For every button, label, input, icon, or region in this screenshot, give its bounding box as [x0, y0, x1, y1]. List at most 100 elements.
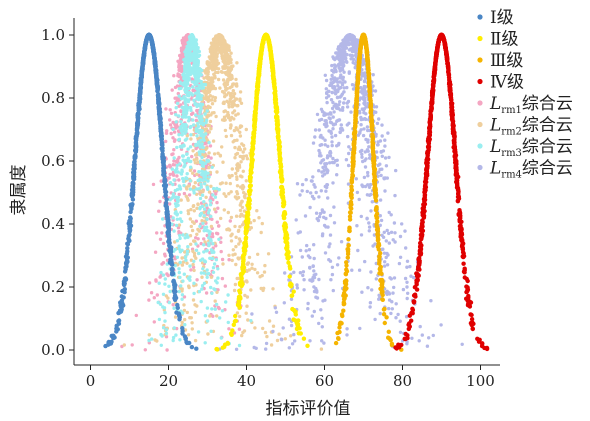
cloud-drop	[230, 105, 235, 109]
cloud-drop	[177, 267, 181, 271]
cloud-drop	[427, 336, 431, 340]
cloud-drop	[369, 270, 373, 274]
cloud-drop	[199, 138, 203, 142]
cloud-drop	[359, 90, 363, 94]
cloud-drop	[190, 327, 194, 331]
cloud-drop	[405, 296, 409, 301]
cloud-drop	[175, 174, 179, 178]
cloud-drop	[365, 216, 369, 220]
cloud-drop	[178, 233, 182, 238]
cloud-drop	[231, 89, 235, 93]
cloud-drop	[200, 102, 205, 107]
cloud-drop	[383, 260, 387, 264]
cloud-drop	[182, 303, 186, 307]
cloud-drop	[167, 300, 172, 305]
cloud-drop	[341, 105, 345, 110]
cloud-drop	[209, 329, 213, 333]
cloud-drop	[391, 238, 395, 242]
cloud-drop	[196, 124, 201, 129]
cloud-drop	[207, 241, 211, 245]
cloud-drop	[196, 70, 200, 75]
cloud-drop	[281, 326, 285, 330]
cloud-drop	[165, 211, 170, 216]
cloud-drop	[173, 255, 177, 259]
cloud-drop	[199, 160, 203, 165]
cloud-drop	[191, 88, 195, 93]
cloud-drop	[338, 100, 342, 104]
cloud-drop	[177, 178, 181, 182]
cloud-drop	[168, 123, 173, 127]
cloud-drop	[210, 51, 214, 56]
cloud-drop	[130, 343, 134, 347]
cloud-drop	[379, 218, 384, 223]
cloud-drop	[175, 212, 179, 216]
cloud-drop	[214, 210, 218, 214]
cloud-drop	[216, 276, 220, 280]
cloud-drop	[183, 138, 188, 142]
cloud-drop	[177, 247, 181, 251]
cloud-drop	[149, 291, 154, 295]
cloud-drop	[213, 195, 218, 199]
cloud-drop	[323, 73, 327, 78]
cloud-drop	[302, 288, 306, 292]
cloud-drop	[194, 86, 198, 91]
cloud-drop	[189, 242, 193, 246]
cloud-drop	[187, 116, 191, 120]
cloud-drop	[295, 182, 300, 186]
cloud-drop	[229, 133, 234, 138]
cloud-drop	[192, 259, 196, 263]
cloud-drop	[374, 277, 378, 281]
cloud-drop	[123, 265, 128, 270]
cloud-drop	[208, 55, 213, 60]
cloud-drop	[170, 266, 175, 272]
cloud-drop	[176, 170, 180, 174]
cloud-drop	[195, 81, 199, 86]
cloud-drop	[107, 341, 113, 346]
cloud-drop	[157, 209, 161, 213]
cloud-drop	[142, 49, 147, 54]
cloud-drop	[374, 150, 379, 154]
cloud-drop	[234, 171, 238, 176]
cloud-drop	[332, 86, 337, 90]
cloud-drop	[188, 35, 192, 39]
cloud-drop	[368, 305, 372, 309]
cloud-drop	[190, 220, 195, 224]
cloud-drop	[172, 130, 177, 134]
cloud-drop	[167, 284, 171, 288]
cloud-drop	[186, 52, 190, 57]
cloud-drop	[163, 252, 167, 256]
cloud-drop	[357, 197, 361, 202]
cloud-drop	[191, 204, 196, 208]
cloud-drop	[315, 289, 319, 293]
cloud-drop	[225, 78, 230, 83]
cloud-drop	[210, 232, 215, 236]
cloud-drop	[337, 103, 341, 107]
cloud-drop	[161, 292, 166, 296]
cloud-drop	[177, 289, 181, 294]
cloud-drop	[238, 130, 242, 134]
cloud-drop	[176, 311, 182, 317]
cloud-drop	[228, 175, 232, 180]
cloud-drop	[226, 110, 230, 115]
cloud-drop	[250, 312, 254, 316]
cloud-drop	[304, 249, 308, 253]
cloud-drop	[266, 252, 271, 256]
cloud-drop	[224, 54, 228, 58]
cloud-drop	[381, 235, 386, 239]
cloud-drop	[328, 242, 332, 246]
cloud-drop	[197, 187, 201, 191]
cloud-drop	[187, 40, 191, 44]
cloud-drop	[185, 63, 190, 68]
cloud-drop	[247, 268, 251, 272]
cloud-drop	[229, 215, 234, 220]
cloud-drop	[222, 208, 226, 212]
cloud-drop	[179, 86, 183, 91]
cloud-drop	[324, 119, 328, 123]
cloud-drop	[189, 207, 193, 212]
cloud-drop	[330, 140, 334, 144]
cloud-drop	[340, 83, 345, 87]
cloud-drop	[264, 347, 268, 351]
cloud-drop	[135, 122, 140, 127]
cloud-drop	[202, 150, 206, 154]
cloud-drop	[232, 288, 237, 293]
